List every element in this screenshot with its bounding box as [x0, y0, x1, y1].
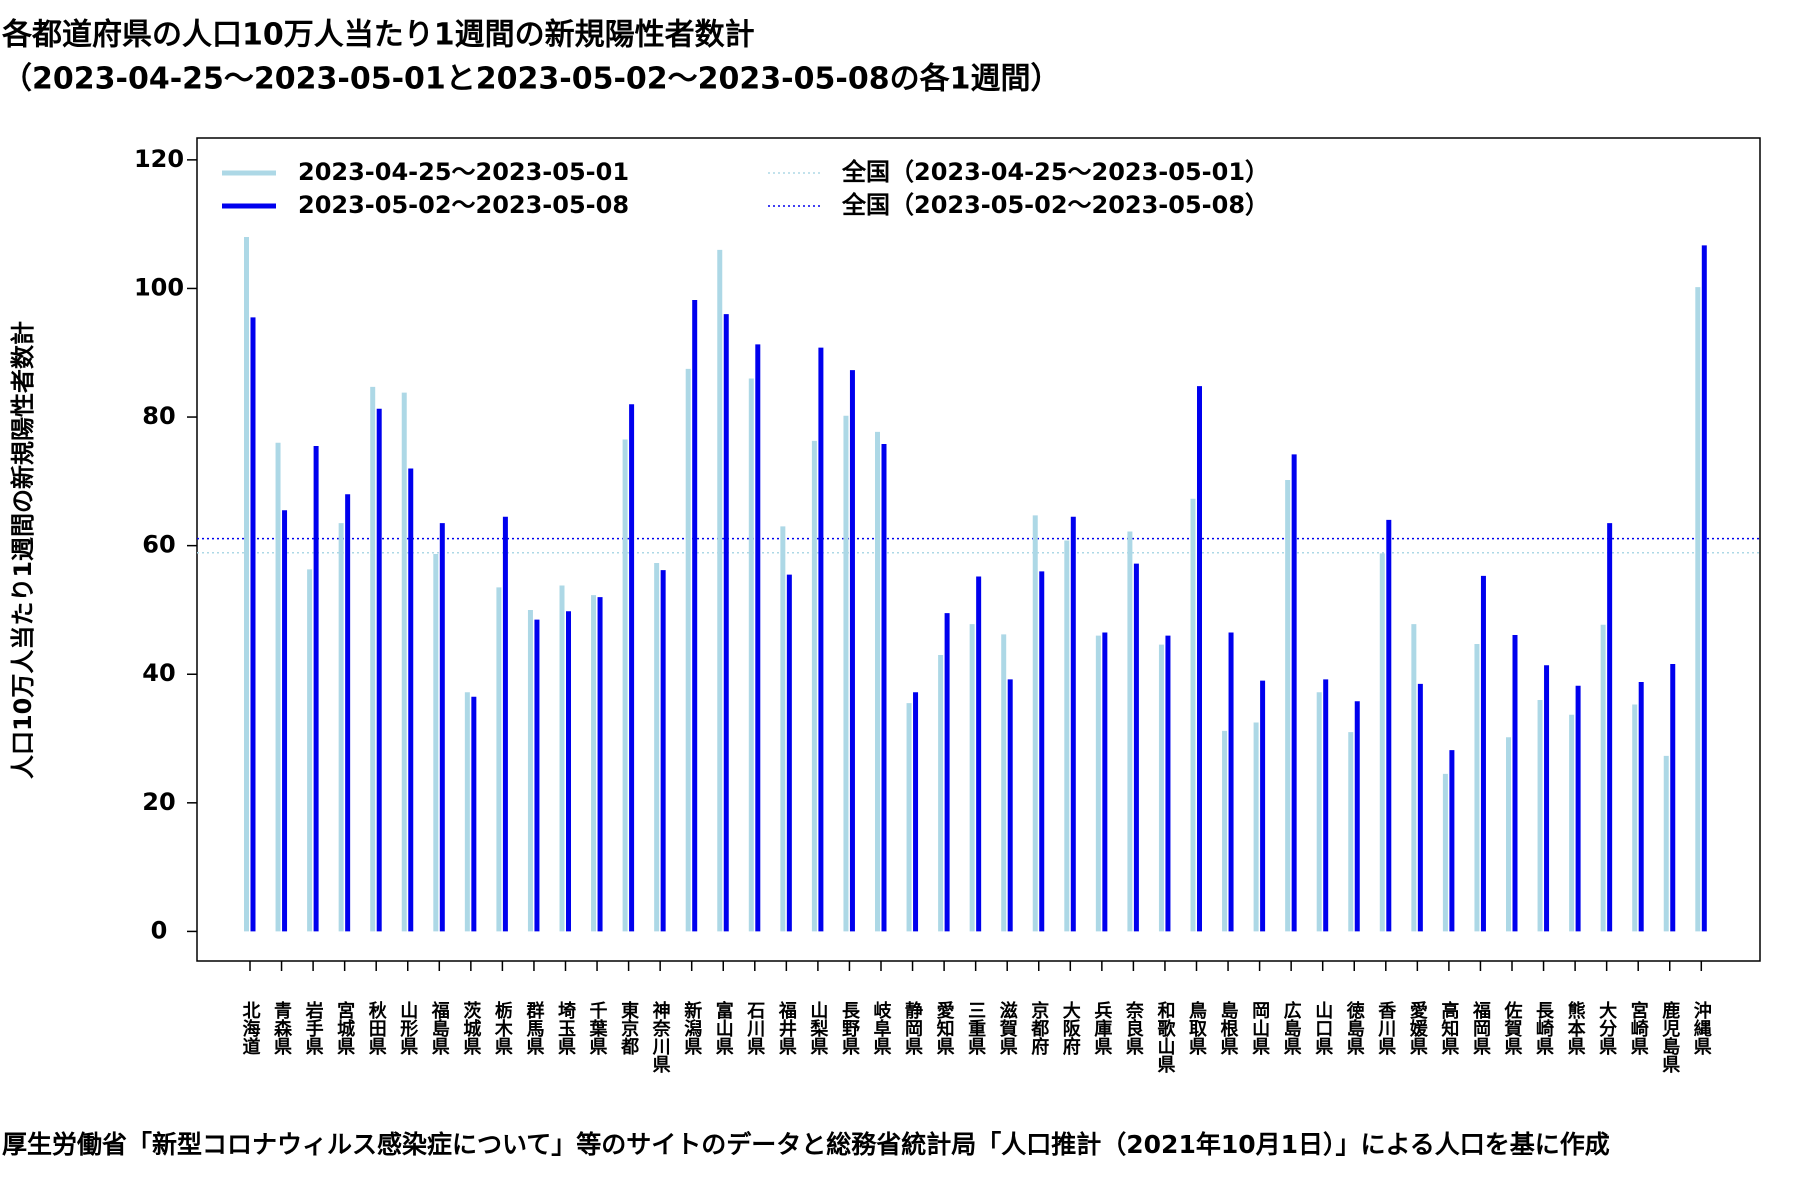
chart-subtitle: （2023-04-25～2023-05-01と2023-05-02～2023-0… — [2, 62, 1060, 97]
legend-label: 全国（2023-05-02～2023-05-08） — [841, 191, 1269, 219]
x-tick-label: 岐阜県 — [871, 1000, 892, 1056]
x-tick-label: 和歌山県 — [1154, 1001, 1175, 1074]
x-tick-label: 徳島県 — [1344, 1000, 1366, 1056]
x-tick-label: 秋田県 — [366, 1000, 387, 1056]
x-tick-label: 埼玉県 — [555, 1000, 576, 1056]
y-tick-label: 0 — [151, 916, 168, 944]
x-tick-label: 宮崎県 — [1628, 1000, 1649, 1056]
x-tick-label: 広島県 — [1281, 1000, 1302, 1056]
y-tick-label: 40 — [142, 659, 175, 687]
x-tick-label: 長野県 — [839, 1001, 860, 1056]
x-tick-label: 福井県 — [776, 1000, 798, 1056]
x-tick-label: 茨城県 — [460, 1000, 481, 1056]
x-tick-label: 愛知県 — [934, 1000, 955, 1056]
y-axis-label: 人口10万人当たり1週間の新規陽性者数計 — [9, 321, 37, 779]
x-tick-label: 三重県 — [965, 1001, 986, 1056]
plot-frame — [196, 137, 1761, 962]
x-tick-label: 香川県 — [1375, 1001, 1397, 1056]
x-tick-label: 愛媛県 — [1407, 1000, 1429, 1056]
x-tick-label: 宮城県 — [334, 1000, 355, 1056]
x-tick-label: 沖縄県 — [1691, 1000, 1712, 1056]
y-tick-label: 100 — [134, 273, 184, 301]
x-tick-label: 奈良県 — [1123, 1000, 1145, 1056]
x-tick-label: 熊本県 — [1565, 1000, 1586, 1056]
x-tick-label: 新潟県 — [681, 1000, 702, 1056]
x-tick-label: 長崎県 — [1533, 1001, 1554, 1056]
x-tick-label: 千葉県 — [587, 1001, 609, 1056]
x-tick-label: 富山県 — [713, 1000, 734, 1056]
x-tick-label: 東京都 — [618, 1000, 640, 1055]
x-tick-label: 山梨県 — [807, 1001, 828, 1056]
x-tick-label: 滋賀県 — [997, 1000, 1019, 1056]
x-tick-label: 大阪府 — [1060, 1000, 1081, 1056]
x-tick-label: 高知県 — [1438, 1000, 1459, 1056]
chart-title: 各都道府県の人口10万人当たり1週間の新規陽性者数計 — [1, 18, 755, 53]
legend-label: 2023-04-25～2023-05-01 — [298, 158, 629, 186]
x-tick-label: 福岡県 — [1470, 1000, 1492, 1056]
x-tick-label: 大分県 — [1596, 1000, 1617, 1056]
legend-label: 全国（2023-04-25～2023-05-01） — [841, 158, 1269, 186]
x-tick-label: 石川県 — [744, 1001, 766, 1056]
x-tick-label: 兵庫県 — [1091, 1001, 1112, 1056]
x-tick-label: 福島県 — [429, 1000, 451, 1056]
legend-label: 2023-05-02～2023-05-08 — [298, 191, 629, 219]
x-tick-label: 栃木県 — [492, 1000, 514, 1056]
x-tick-label: 山形県 — [397, 1001, 418, 1056]
note: 厚生労働省「新型コロナウィルス感染症について」等のサイトのデータと総務省統計局「… — [2, 1130, 1610, 1159]
x-tick-label: 京都府 — [1028, 1000, 1050, 1056]
x-tick-label: 青森県 — [271, 1001, 292, 1056]
x-tick-label: 群馬県 — [523, 1000, 544, 1056]
x-tick-label: 神奈川県 — [650, 1000, 672, 1074]
y-tick-label: 60 — [142, 531, 175, 559]
x-tick-label: 佐賀県 — [1502, 1000, 1524, 1056]
x-tick-label: 島根県 — [1218, 1000, 1239, 1056]
x-tick-label: 北海道 — [240, 1001, 261, 1055]
y-tick-label: 20 — [142, 788, 175, 816]
y-tick-label: 80 — [142, 402, 175, 430]
x-tick-label: 鹿児島県 — [1659, 1000, 1681, 1074]
x-tick-label: 鳥取県 — [1186, 1000, 1207, 1056]
y-tick-label: 120 — [134, 145, 184, 173]
x-tick-label: 静岡県 — [902, 1000, 923, 1056]
x-tick-label: 山口県 — [1312, 1001, 1333, 1056]
x-tick-label: 岩手県 — [303, 1000, 325, 1056]
x-tick-label: 岡山県 — [1249, 1001, 1270, 1056]
